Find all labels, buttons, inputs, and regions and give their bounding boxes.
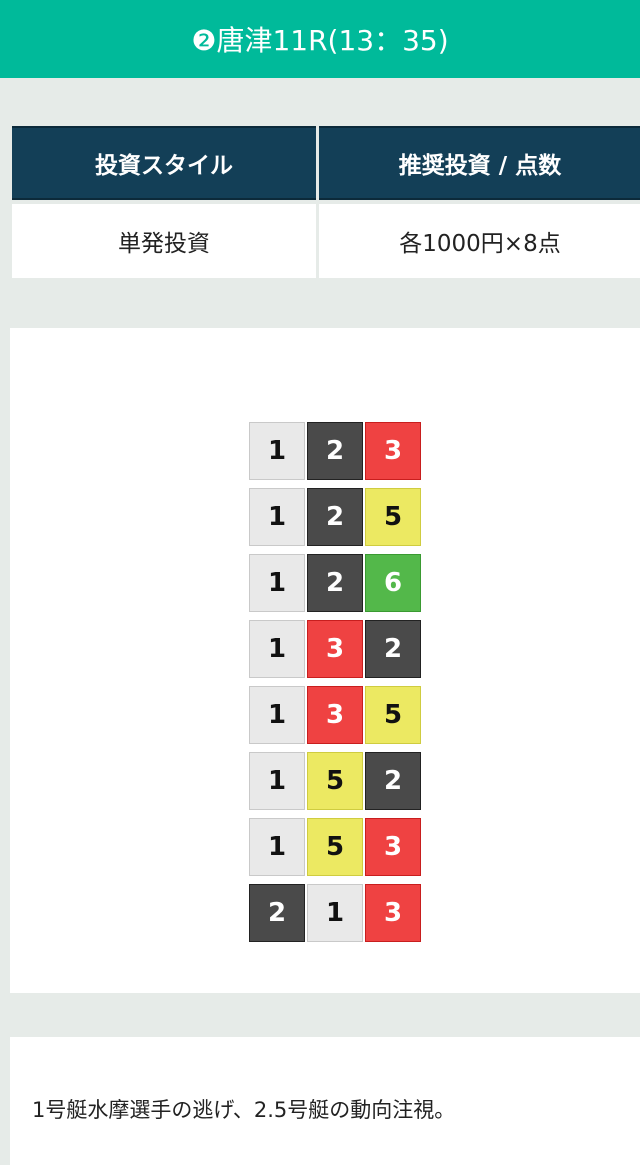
- race-title: ❷唐津11R(13：35): [191, 24, 449, 57]
- boat-number: 5: [365, 488, 421, 546]
- investment-table: 投資スタイル 推奨投資 / 点数 単発投資 各1000円×8点: [12, 126, 640, 278]
- boat-number: 1: [249, 752, 305, 810]
- boat-number: 2: [365, 620, 421, 678]
- boat-number: 3: [307, 686, 363, 744]
- boat-number: 2: [307, 488, 363, 546]
- boat-number: 2: [307, 554, 363, 612]
- boat-number: 2: [365, 752, 421, 810]
- boat-number: 1: [249, 422, 305, 480]
- boat-number: 1: [249, 686, 305, 744]
- boat-number: 5: [307, 752, 363, 810]
- boat-number: 6: [365, 554, 421, 612]
- boat-number: 3: [307, 620, 363, 678]
- value-recommended: 各1000円×8点: [319, 204, 640, 278]
- boat-number: 3: [365, 884, 421, 942]
- boat-number: 1: [249, 488, 305, 546]
- boat-number: 2: [249, 884, 305, 942]
- comment-panel: 1号艇水摩選手の逃げ、2.5号艇の動向注視。: [10, 1037, 640, 1165]
- boat-number: 5: [307, 818, 363, 876]
- header-recommended: 推奨投資 / 点数: [319, 126, 640, 200]
- boat-number: 1: [249, 554, 305, 612]
- boat-number: 5: [365, 686, 421, 744]
- boat-number: 3: [365, 422, 421, 480]
- boat-number: 1: [249, 620, 305, 678]
- race-header: ❷唐津11R(13：35): [0, 0, 640, 78]
- boat-number: 3: [365, 818, 421, 876]
- header-style: 投資スタイル: [12, 126, 316, 200]
- value-style: 単発投資: [12, 204, 316, 278]
- boat-number: 1: [249, 818, 305, 876]
- boat-number: 1: [307, 884, 363, 942]
- boat-number: 2: [307, 422, 363, 480]
- comment-text: 1号艇水摩選手の逃げ、2.5号艇の動向注視。: [32, 1098, 456, 1122]
